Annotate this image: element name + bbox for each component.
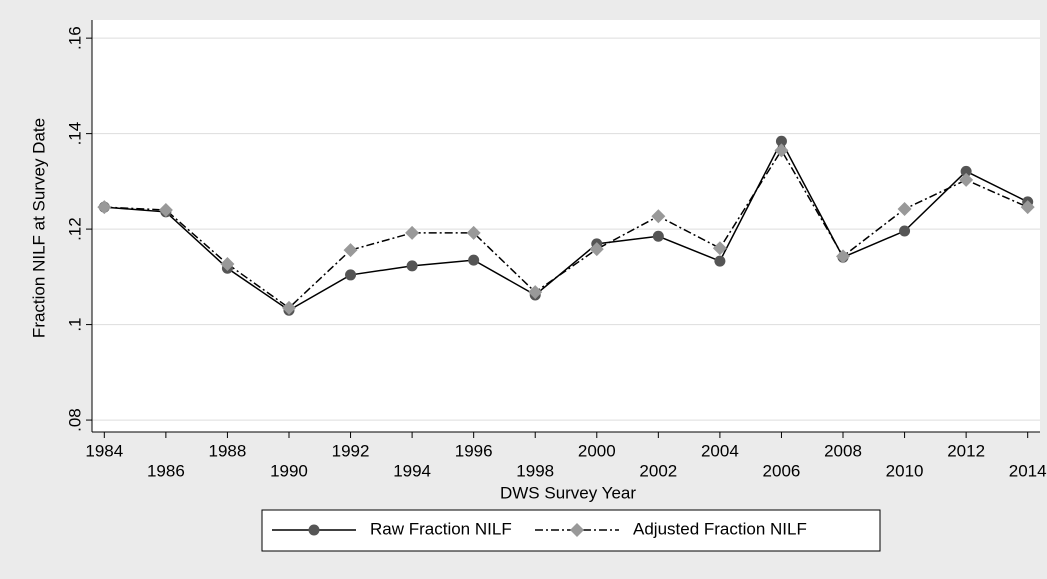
data-point <box>899 225 911 237</box>
data-point <box>836 249 851 264</box>
data-point <box>589 242 604 257</box>
data-point <box>405 225 420 240</box>
data-point <box>651 209 666 224</box>
y-tick-label: .14 <box>65 122 84 146</box>
data-point <box>652 230 664 242</box>
legend-label: Raw Fraction NILF <box>370 519 512 538</box>
data-point <box>774 143 789 158</box>
y-tick-label: .08 <box>65 408 84 432</box>
data-point <box>281 300 296 315</box>
x-tick-label: 2000 <box>578 441 616 460</box>
data-point <box>1020 200 1035 215</box>
plot-area <box>92 20 1040 432</box>
x-tick-label: 2002 <box>639 461 677 480</box>
data-point <box>466 225 481 240</box>
y-axis-title: Fraction NILF at Survey Date <box>29 118 48 338</box>
x-tick-label: 1992 <box>332 441 370 460</box>
data-point <box>158 203 173 218</box>
x-tick-label: 2006 <box>763 461 801 480</box>
legend-marker <box>308 524 320 536</box>
data-point <box>712 241 727 256</box>
x-tick-label: 1998 <box>516 461 554 480</box>
data-point <box>468 254 480 266</box>
x-tick-label: 2012 <box>947 441 985 460</box>
data-point <box>897 202 912 217</box>
data-point <box>959 172 974 187</box>
x-tick-label: 2008 <box>824 441 862 460</box>
data-point <box>960 165 972 177</box>
data-point <box>775 135 787 147</box>
x-tick-label: 2014 <box>1009 461 1047 480</box>
x-tick-label: 1996 <box>455 441 493 460</box>
data-point <box>714 255 726 267</box>
x-tick-label: 2004 <box>701 441 739 460</box>
x-tick-label: 1994 <box>393 461 431 480</box>
data-point <box>343 243 358 258</box>
x-tick-label: 2010 <box>886 461 924 480</box>
x-tick-label: 1986 <box>147 461 185 480</box>
x-axis-title: DWS Survey Year <box>500 483 636 502</box>
series-line <box>104 148 1028 309</box>
series-line <box>104 139 1029 312</box>
data-point <box>406 260 418 272</box>
data-point <box>97 200 112 215</box>
y-tick-label: .16 <box>65 26 84 50</box>
x-tick-label: 1988 <box>209 441 247 460</box>
legend-marker <box>570 523 584 537</box>
data-point <box>345 269 357 281</box>
data-point <box>528 285 543 300</box>
x-tick-label: 1990 <box>270 461 308 480</box>
y-tick-label: .1 <box>65 317 84 331</box>
y-tick-label: .12 <box>65 217 84 241</box>
legend-label: Adjusted Fraction NILF <box>633 519 807 538</box>
data-point <box>220 256 235 271</box>
x-tick-label: 1984 <box>85 441 123 460</box>
